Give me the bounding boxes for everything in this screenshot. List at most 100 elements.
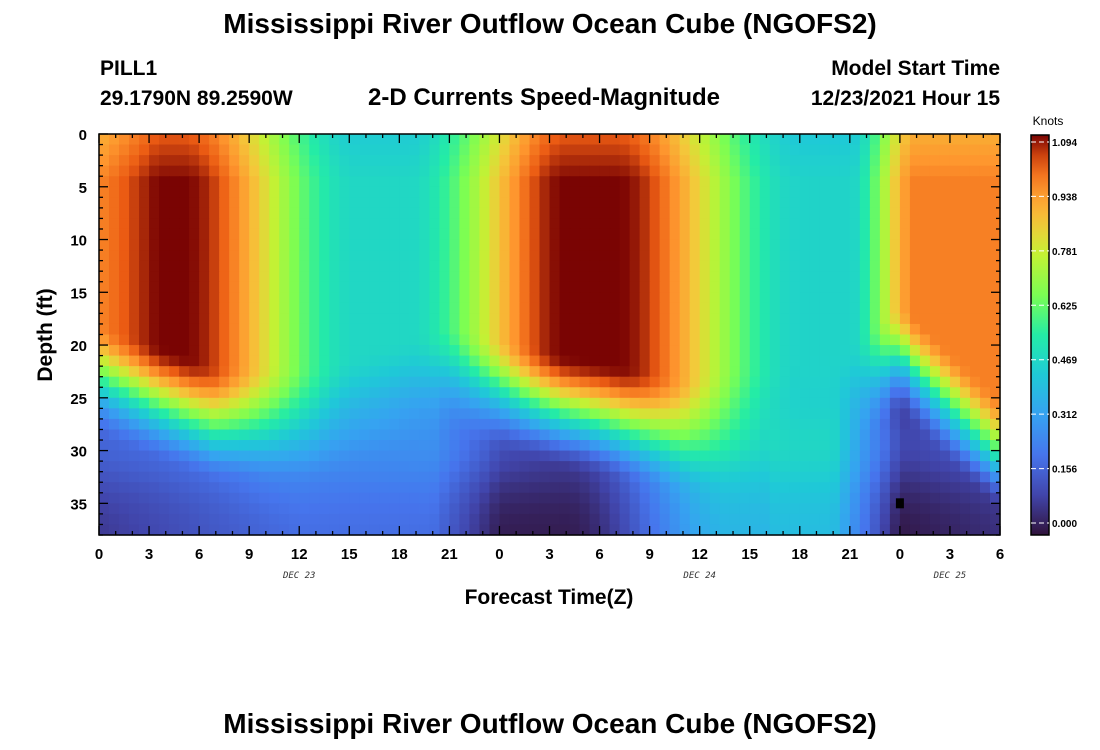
heatmap-cell xyxy=(629,524,641,536)
heatmap-cell xyxy=(429,302,440,314)
heatmap-cell xyxy=(699,482,711,494)
heatmap-cell xyxy=(839,366,851,378)
heatmap-cell xyxy=(289,302,300,314)
heatmap-cell xyxy=(249,471,260,483)
heatmap-cell xyxy=(189,207,200,220)
heatmap-cell xyxy=(99,165,110,177)
heatmap-cell xyxy=(719,471,731,483)
heatmap-cell xyxy=(849,134,861,146)
heatmap-cell xyxy=(419,440,430,452)
heatmap-cell xyxy=(129,418,140,431)
heatmap-cell xyxy=(319,207,330,220)
heatmap-cell xyxy=(99,450,110,462)
heatmap-cell xyxy=(249,387,260,399)
heatmap-cell xyxy=(679,176,691,188)
heatmap-cell xyxy=(799,155,811,167)
heatmap-cell xyxy=(549,334,561,346)
heatmap-cell xyxy=(739,440,751,452)
heatmap-cell xyxy=(549,408,561,420)
heatmap-cell xyxy=(789,260,801,272)
heatmap-cell xyxy=(219,440,230,452)
heatmap-cell xyxy=(929,376,941,388)
heatmap-cell xyxy=(979,429,991,441)
heatmap-cell xyxy=(579,165,591,177)
heatmap-cell xyxy=(579,228,591,241)
heatmap-cell xyxy=(159,461,170,473)
heatmap-cell xyxy=(949,345,961,357)
heatmap-cell xyxy=(339,418,350,431)
heatmap-cell xyxy=(239,271,250,283)
heatmap-cell xyxy=(629,345,641,357)
heatmap-cell xyxy=(709,155,721,167)
heatmap-cell xyxy=(349,197,360,209)
heatmap-cell xyxy=(919,408,931,420)
heatmap-cell xyxy=(99,144,110,156)
heatmap-cell xyxy=(239,334,250,346)
heatmap-cell xyxy=(639,144,651,156)
heatmap-cell xyxy=(319,471,330,483)
heatmap-cell xyxy=(109,134,120,146)
heatmap-cell xyxy=(809,503,821,515)
heatmap-cell xyxy=(179,461,190,473)
heatmap-cell xyxy=(889,323,901,336)
heatmap-cell xyxy=(349,387,360,399)
heatmap-cell xyxy=(849,387,861,399)
heatmap-cell xyxy=(719,281,731,293)
heatmap-cell xyxy=(99,292,110,304)
heatmap-cell xyxy=(699,345,711,357)
heatmap-cell xyxy=(199,165,210,177)
heatmap-cell xyxy=(449,355,460,367)
heatmap-cell xyxy=(809,165,821,177)
heatmap-cell xyxy=(419,144,430,156)
heatmap-cell xyxy=(529,313,541,325)
heatmap-cell xyxy=(869,503,881,515)
heatmap-cell xyxy=(989,376,1001,388)
heatmap-cell xyxy=(539,239,551,251)
heatmap-cell xyxy=(359,197,370,209)
heatmap-cell xyxy=(239,440,250,452)
heatmap-cell xyxy=(239,323,250,336)
heatmap-cell xyxy=(219,397,230,409)
heatmap-cell xyxy=(279,271,290,283)
heatmap-cell xyxy=(459,345,471,357)
heatmap-cell xyxy=(349,355,360,367)
heatmap-cell xyxy=(349,471,360,483)
heatmap-cell xyxy=(769,345,781,357)
heatmap-cell xyxy=(439,376,450,388)
heatmap-cell xyxy=(819,271,831,283)
heatmap-cell xyxy=(599,471,611,483)
heatmap-cell xyxy=(889,513,901,526)
heatmap-cell xyxy=(429,482,440,494)
heatmap-cell xyxy=(839,408,851,420)
heatmap-cell xyxy=(329,260,340,272)
heatmap-cell xyxy=(769,176,781,188)
heatmap-cell xyxy=(869,397,881,409)
heatmap-cell xyxy=(839,228,851,241)
heatmap-cell xyxy=(399,144,410,156)
heatmap-cell xyxy=(689,292,701,304)
heatmap-cell xyxy=(539,503,551,515)
heatmap-cell xyxy=(509,471,521,483)
heatmap-cell xyxy=(529,461,541,473)
heatmap-cell xyxy=(169,503,180,515)
heatmap-cell xyxy=(709,513,721,526)
heatmap-cell xyxy=(189,334,200,346)
heatmap-cell xyxy=(709,165,721,177)
heatmap-cell xyxy=(869,471,881,483)
heatmap-cell xyxy=(389,250,400,262)
heatmap-cell xyxy=(669,302,681,314)
heatmap-cell xyxy=(609,482,621,494)
heatmap-cell xyxy=(239,144,250,156)
heatmap-cell xyxy=(959,165,971,177)
heatmap-cell xyxy=(499,271,511,283)
heatmap-cell xyxy=(979,176,991,188)
heatmap-cell xyxy=(659,313,671,325)
heatmap-cell xyxy=(919,292,931,304)
heatmap-cell xyxy=(669,503,681,515)
heatmap-cell xyxy=(829,492,841,504)
heatmap-cell xyxy=(549,366,561,378)
heatmap-cell xyxy=(119,482,130,494)
heatmap-cell xyxy=(539,429,551,441)
heatmap-cell xyxy=(679,260,691,272)
heatmap-cell xyxy=(599,397,611,409)
